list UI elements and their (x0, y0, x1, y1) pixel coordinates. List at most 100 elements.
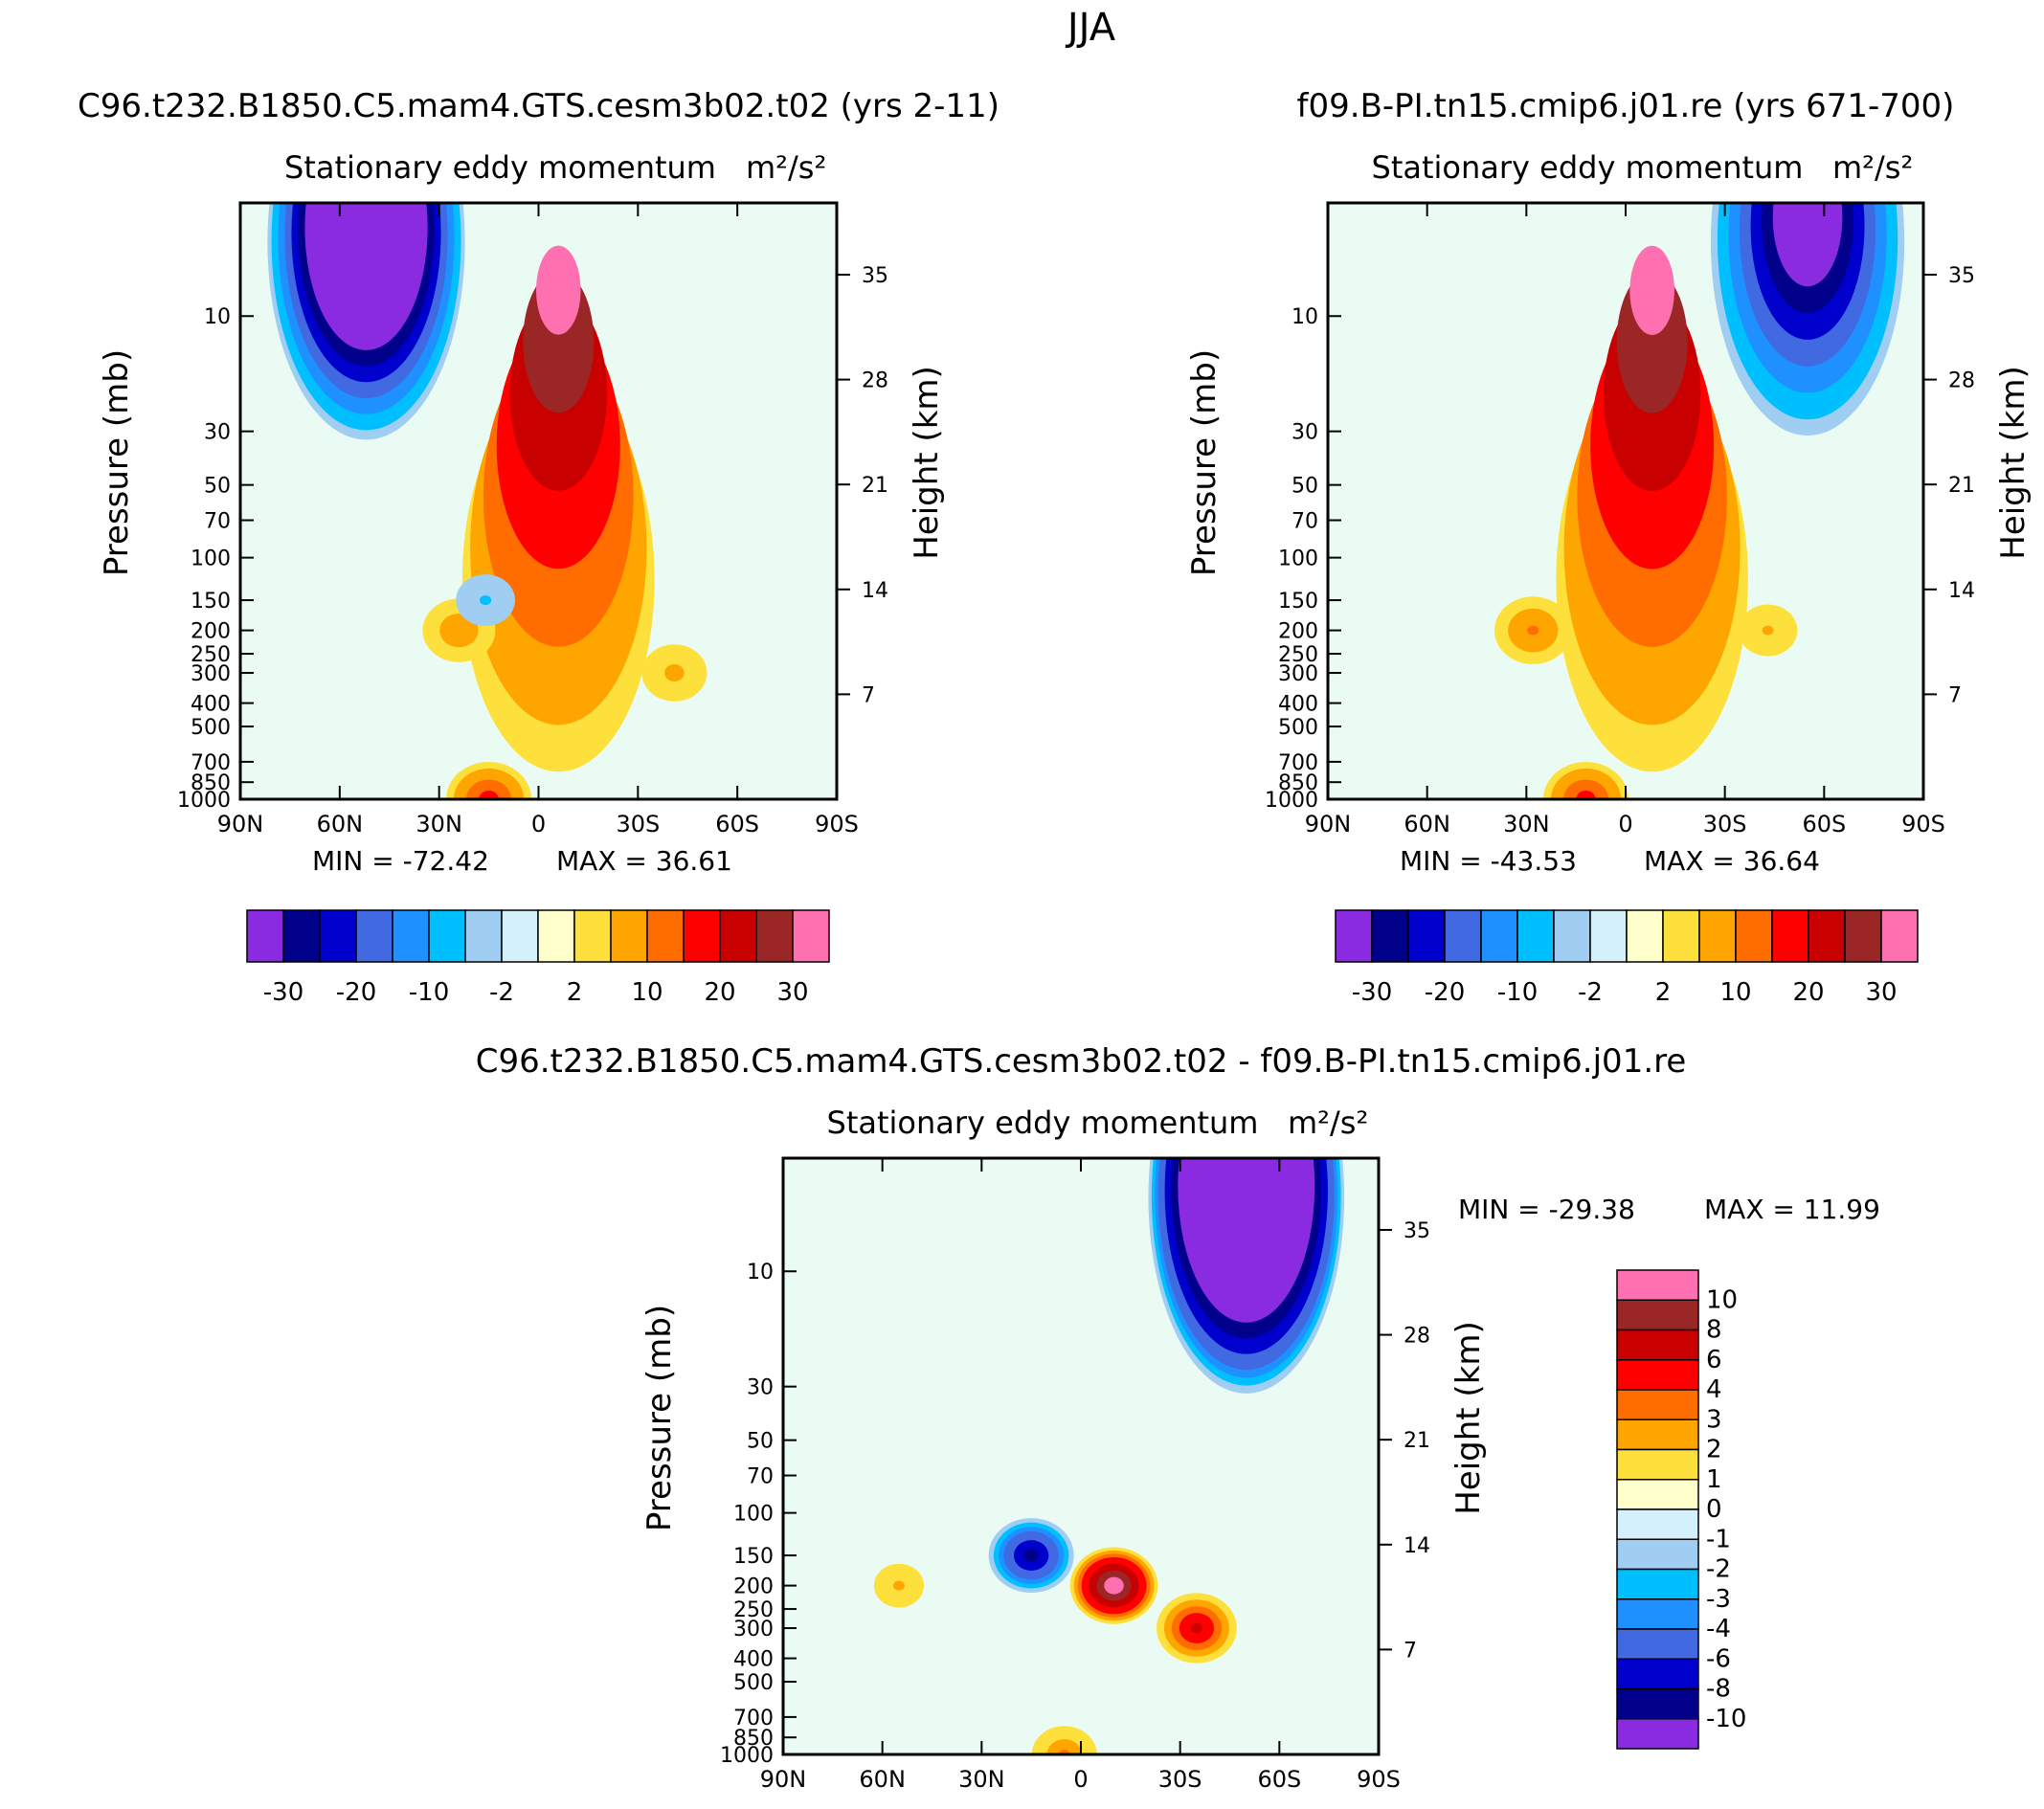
colorbar-label: 8 (1706, 1316, 1722, 1345)
x-tick-label: 30S (1158, 1766, 1202, 1793)
x-tick-label: 30S (616, 811, 660, 838)
y-tick-label: 100 (733, 1503, 774, 1527)
contour-band (1190, 1623, 1202, 1634)
y2-tick-label: 21 (1948, 474, 1975, 498)
y-axis-label: Pressure (mb) (1185, 349, 1224, 576)
units-label: m²/s² (1832, 149, 1913, 186)
y-tick-label: 200 (733, 1575, 774, 1599)
colorbar-label: -3 (1706, 1585, 1731, 1614)
colorbar-swatch (246, 909, 284, 963)
contour-band (1178, 1158, 1315, 1323)
y-tick-label: 700 (1278, 751, 1318, 775)
y-tick-label: 500 (733, 1671, 774, 1695)
y-tick-label: 850 (191, 771, 231, 795)
colorbar-swatch (355, 909, 393, 963)
colorbar-swatch (573, 909, 612, 963)
y-tick-label: 50 (747, 1430, 774, 1454)
y2-tick-label: 21 (862, 474, 888, 498)
contour-band (892, 1580, 905, 1591)
y-tick-label: 250 (191, 643, 231, 667)
colorbar-swatch (1662, 909, 1700, 963)
colorbar-swatch (1616, 1508, 1699, 1540)
colorbar-label: 20 (704, 978, 735, 1007)
panels: C96.t232.B1850.C5.mam4.GTS.cesm3b02.t02 … (78, 87, 2033, 1793)
x-axis: 90N 60N 30N 0 30S 60S 90S (1305, 203, 1945, 838)
contour-band (1576, 791, 1596, 799)
y-tick-label: 250 (733, 1598, 774, 1622)
colorbar-swatch (1616, 1718, 1699, 1750)
y2-axis-label: Height (km) (908, 366, 946, 560)
panel-title: Stationary eddy momentum (827, 1105, 1259, 1141)
x-tick-label: 60N (1404, 811, 1450, 838)
y-tick-label: 70 (747, 1465, 774, 1489)
y2-tick-label: 28 (1948, 369, 1975, 393)
y-tick-label: 850 (733, 1727, 774, 1751)
colorbar-label: 2 (1655, 978, 1672, 1007)
colorbar-swatch (464, 909, 503, 963)
colorbar-label: 10 (631, 978, 663, 1007)
y-axis-label: Pressure (mb) (640, 1305, 679, 1531)
case-title: f09.B-PI.tn15.cmip6.j01.re (yrs 671-700) (1297, 87, 1955, 125)
y-tick-label: 70 (204, 510, 231, 534)
y-tick-label: 100 (1278, 547, 1318, 571)
y-tick-label: 300 (1278, 662, 1318, 686)
y-tick-label: 850 (1278, 771, 1318, 795)
y-tick-label: 250 (1278, 643, 1318, 667)
y2-tick-label: 14 (1948, 579, 1975, 603)
y2-tick-label: 7 (862, 683, 875, 707)
colorbar-label: -10 (1497, 978, 1538, 1007)
contour-band (480, 595, 492, 606)
colorbar-swatch (1616, 1299, 1699, 1331)
y-axis-label: Pressure (mb) (98, 349, 136, 576)
y-tick-label: 500 (1278, 716, 1318, 740)
colorbar-swatch (1735, 909, 1773, 963)
colorbar-swatch (610, 909, 648, 963)
colorbar-swatch (1616, 1359, 1699, 1391)
units-label: m²/s² (746, 149, 826, 186)
y-tick-label: 400 (191, 693, 231, 717)
colorbar-label: 0 (1706, 1495, 1722, 1524)
y-tick-label: 150 (733, 1545, 774, 1569)
contour-band (1527, 625, 1539, 636)
colorbar-label: -4 (1706, 1615, 1731, 1643)
y-tick-label: 300 (733, 1618, 774, 1642)
colorbar-swatch (1880, 909, 1919, 963)
y2-axis: 35 28 21 14 7 Height (km) (1379, 1219, 1488, 1663)
colorbar-swatch (1844, 909, 1882, 963)
colorbar-swatch (1616, 1658, 1699, 1690)
colorbar-swatch (1808, 909, 1846, 963)
y-tick-label: 1000 (177, 789, 231, 813)
colorbar-swatch (1771, 909, 1809, 963)
colorbar-label: -2 (1578, 978, 1603, 1007)
case-title: C96.t232.B1850.C5.mam4.GTS.cesm3b02.t02 … (78, 87, 1000, 125)
colorbar-label: -10 (409, 978, 449, 1007)
contour-band (536, 245, 581, 335)
x-tick-label: 30N (1503, 811, 1550, 838)
y-tick-label: 500 (191, 716, 231, 740)
x-tick-label: 0 (1618, 811, 1632, 838)
contour-band (664, 664, 685, 682)
contour-band (1762, 625, 1774, 636)
case-title: C96.t232.B1850.C5.mam4.GTS.cesm3b02.t02 … (476, 1042, 1687, 1081)
colorbar-swatch (1589, 909, 1628, 963)
x-tick-label: 30N (416, 811, 462, 838)
colorbar-label: -2 (489, 978, 514, 1007)
colorbar-label: -10 (1706, 1705, 1746, 1733)
x-tick-label: 90N (760, 1766, 807, 1793)
colorbar-swatch (501, 909, 539, 963)
colorbar-swatch (1616, 1448, 1699, 1481)
colorbar-swatch (646, 909, 685, 963)
y-tick-label: 300 (191, 662, 231, 686)
colorbar-swatch (319, 909, 357, 963)
max-label: MAX = 36.64 (1644, 845, 1820, 877)
colorbar-label: 10 (1719, 978, 1751, 1007)
colorbar-swatch (282, 909, 321, 963)
min-label: MIN = -43.53 (1400, 845, 1577, 877)
colorbar-label: 1 (1706, 1465, 1722, 1494)
y-tick-label: 50 (204, 475, 231, 499)
y-tick-label: 1000 (1265, 789, 1318, 813)
colorbar-label: -2 (1706, 1555, 1731, 1584)
colorbar-label: -30 (263, 978, 303, 1007)
max-label: MAX = 36.61 (556, 845, 732, 877)
